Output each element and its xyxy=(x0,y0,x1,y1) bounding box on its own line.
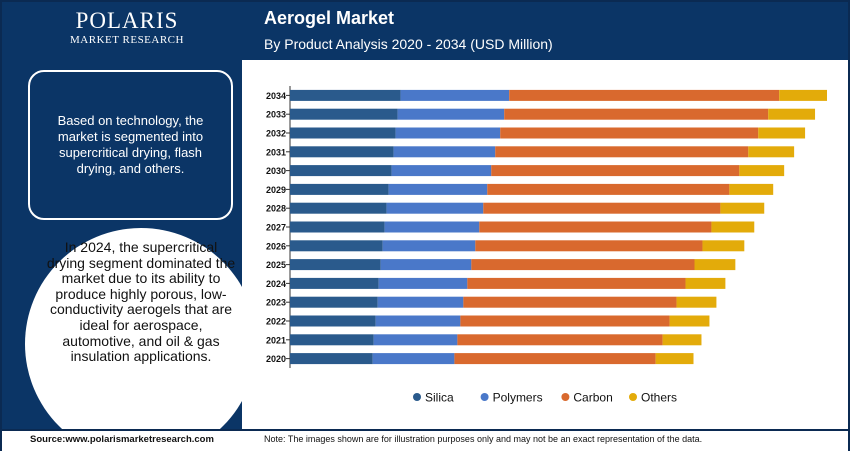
bar-silica-2021 xyxy=(290,334,374,346)
bar-silica-2024 xyxy=(290,277,379,289)
bar-polymers-2033 xyxy=(397,108,505,120)
legend-label-others: Others xyxy=(641,391,677,405)
y-tick-label: 2021 xyxy=(266,335,286,345)
bar-polymers-2025 xyxy=(380,259,472,271)
legend-label-polymers: Polymers xyxy=(493,391,543,405)
y-tick-label: 2024 xyxy=(266,279,286,289)
y-tick-label: 2020 xyxy=(266,354,286,364)
bar-polymers-2024 xyxy=(378,277,468,289)
y-tick-label: 2034 xyxy=(266,91,286,101)
bar-silica-2025 xyxy=(290,259,381,271)
logo-name: POLARIS xyxy=(75,8,179,33)
bar-silica-2034 xyxy=(290,89,401,101)
bar-others-2031 xyxy=(748,146,795,158)
segment-info-box: Based on technology, the market is segme… xyxy=(28,70,233,220)
bar-carbon-2025 xyxy=(471,259,695,271)
bar-carbon-2033 xyxy=(504,108,769,120)
y-tick-label: 2031 xyxy=(266,147,286,157)
y-tick-label: 2023 xyxy=(266,298,286,308)
bar-silica-2022 xyxy=(290,315,376,327)
bar-silica-2023 xyxy=(290,296,378,308)
legend-marker-silica xyxy=(413,393,421,401)
y-tick-label: 2022 xyxy=(266,317,286,327)
bar-carbon-2024 xyxy=(467,277,686,289)
bar-others-2032 xyxy=(758,127,806,139)
y-tick-label: 2025 xyxy=(266,260,286,270)
insight-circle: In 2024, the supercritical drying segmen… xyxy=(25,228,242,429)
bar-silica-2026 xyxy=(290,240,383,252)
bar-others-2030 xyxy=(739,165,785,177)
y-tick-label: 2029 xyxy=(266,185,286,195)
legend-marker-polymers xyxy=(480,393,489,401)
bar-others-2029 xyxy=(729,183,774,195)
bar-others-2025 xyxy=(694,259,736,271)
bar-others-2021 xyxy=(662,334,702,346)
bar-others-2022 xyxy=(669,315,710,327)
bar-carbon-2022 xyxy=(460,315,670,327)
y-tick-label: 2032 xyxy=(266,129,286,139)
bar-carbon-2031 xyxy=(495,146,749,158)
bar-polymers-2029 xyxy=(388,183,488,195)
bar-carbon-2027 xyxy=(479,221,712,233)
bar-silica-2031 xyxy=(290,146,394,158)
y-tick-label: 2030 xyxy=(266,166,286,176)
bar-polymers-2031 xyxy=(393,146,496,158)
bar-carbon-2021 xyxy=(457,334,663,346)
legend-label-carbon: Carbon xyxy=(573,391,612,405)
bar-silica-2030 xyxy=(290,165,392,177)
y-tick-label: 2027 xyxy=(266,223,286,233)
segment-info-text: Based on technology, the market is segme… xyxy=(57,113,204,176)
bar-polymers-2028 xyxy=(386,202,484,214)
disclaimer-note: Note: The images shown are for illustrat… xyxy=(264,434,703,444)
chart-header: Aerogel Market By Product Analysis 2020 … xyxy=(242,2,848,60)
bar-polymers-2022 xyxy=(375,315,461,327)
logo: POLARIS MARKET RESEARCH xyxy=(22,8,232,47)
bar-silica-2029 xyxy=(290,183,389,195)
bar-polymers-2021 xyxy=(373,334,458,346)
bar-silica-2033 xyxy=(290,108,398,120)
bar-silica-2032 xyxy=(290,127,396,139)
bar-others-2023 xyxy=(676,296,717,308)
legend-label-silica: Silica xyxy=(425,391,454,405)
logo-subtitle: MARKET RESEARCH xyxy=(70,34,184,46)
bar-silica-2028 xyxy=(290,202,387,214)
bar-carbon-2020 xyxy=(454,353,656,365)
bar-silica-2020 xyxy=(290,353,373,365)
bar-carbon-2032 xyxy=(500,127,759,139)
footer: Source:www.polarismarketresearch.com Not… xyxy=(2,429,848,451)
left-panel: POLARIS MARKET RESEARCH Based on technol… xyxy=(2,2,242,429)
bar-polymers-2032 xyxy=(395,127,501,139)
bar-others-2026 xyxy=(702,240,745,252)
bar-carbon-2028 xyxy=(483,202,721,214)
bar-polymers-2020 xyxy=(372,353,455,365)
legend-marker-others xyxy=(629,393,637,401)
bar-others-2020 xyxy=(655,353,694,365)
source-text: Source:www.polarismarketresearch.com xyxy=(30,434,214,445)
legend-marker-carbon xyxy=(561,393,570,401)
chart-title: Aerogel Market xyxy=(264,8,395,28)
bar-others-2028 xyxy=(720,202,765,214)
bar-polymers-2023 xyxy=(377,296,464,308)
bar-others-2033 xyxy=(768,108,816,120)
bar-carbon-2029 xyxy=(487,183,730,195)
bar-polymers-2030 xyxy=(391,165,492,177)
chart-subtitle: By Product Analysis 2020 - 2034 (USD Mil… xyxy=(264,36,553,52)
bar-polymers-2027 xyxy=(384,221,480,233)
insight-text: In 2024, the supercritical drying segmen… xyxy=(46,239,236,365)
bar-silica-2027 xyxy=(290,221,385,233)
bar-polymers-2034 xyxy=(400,89,510,101)
bar-carbon-2030 xyxy=(491,165,740,177)
bar-polymers-2026 xyxy=(382,240,476,252)
bar-others-2034 xyxy=(779,89,828,101)
bar-others-2024 xyxy=(685,277,726,289)
bar-others-2027 xyxy=(711,221,755,233)
bar-carbon-2023 xyxy=(463,296,677,308)
bar-carbon-2034 xyxy=(509,89,780,101)
y-tick-label: 2033 xyxy=(266,110,286,120)
y-tick-label: 2026 xyxy=(266,241,286,251)
y-tick-label: 2028 xyxy=(266,204,286,214)
bar-carbon-2026 xyxy=(475,240,703,252)
